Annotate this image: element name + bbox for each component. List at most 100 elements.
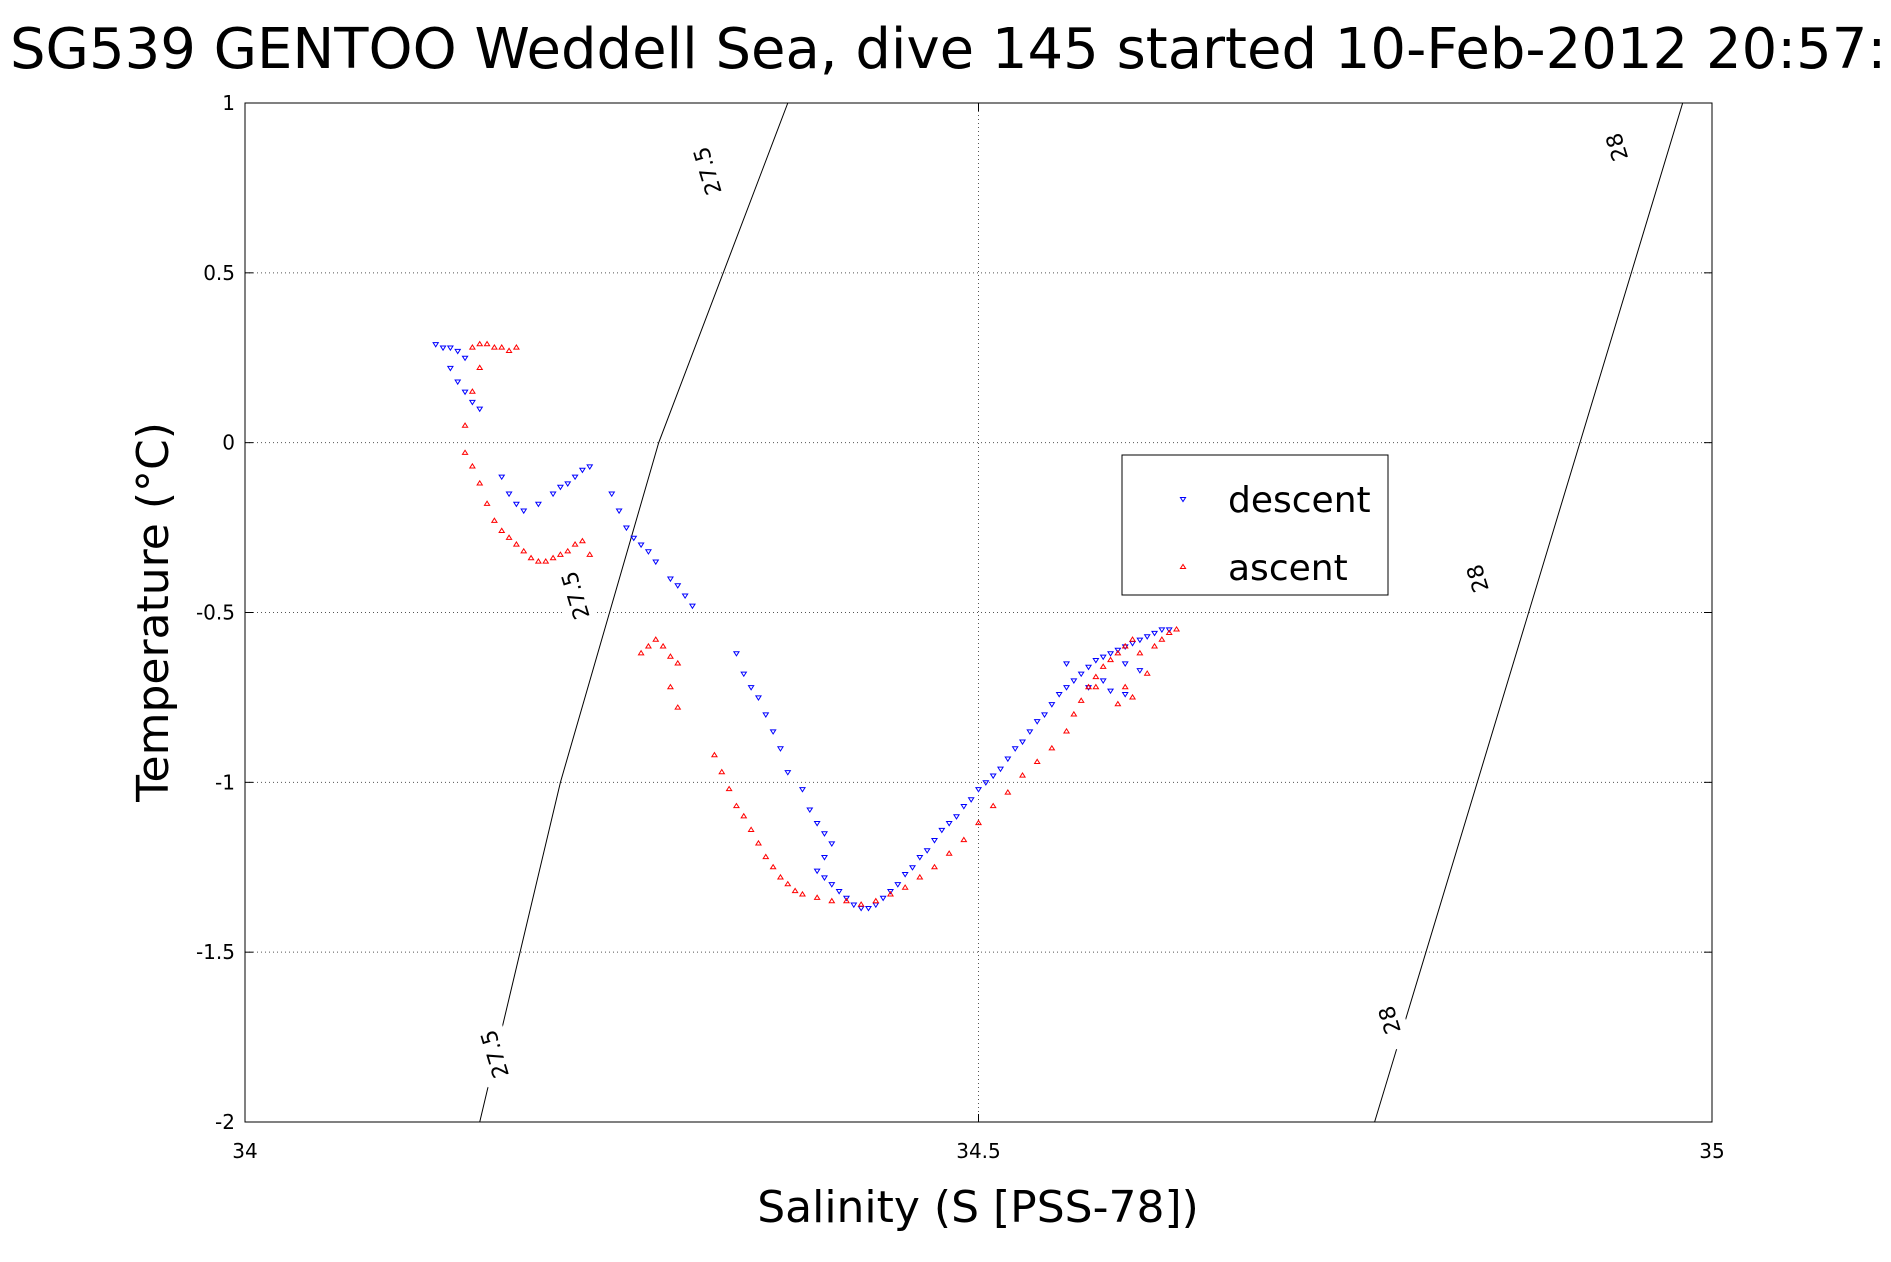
point-descent [1048, 702, 1056, 708]
point-descent [784, 770, 792, 776]
point-descent [820, 831, 828, 837]
legend-box [1121, 454, 1389, 596]
point-ascent [549, 554, 557, 561]
point-ascent [1099, 663, 1107, 669]
point-descent [1136, 668, 1144, 674]
point-ascent [578, 537, 586, 544]
point-descent [520, 508, 528, 515]
point-ascent [1048, 744, 1056, 751]
point-ascent [498, 344, 506, 350]
point-descent [857, 905, 865, 912]
point-ascent [718, 768, 726, 775]
point-descent [1085, 685, 1093, 691]
point-descent [1011, 746, 1019, 752]
x-tick-label: 35 [1699, 1139, 1724, 1163]
contour-label-bg [1365, 986, 1414, 1054]
point-descent [945, 821, 953, 827]
point-ascent [468, 344, 476, 350]
point-descent [1129, 641, 1137, 647]
point-ascent [505, 534, 513, 540]
point-descent [864, 905, 872, 912]
point-ascent [1114, 700, 1122, 707]
point-ascent [1063, 727, 1071, 734]
y-tick-label: -1.5 [196, 940, 235, 964]
point-ascent [1077, 697, 1085, 703]
point-ascent [556, 551, 564, 557]
point-ascent [498, 527, 506, 534]
y-tick-label: 0 [222, 431, 235, 455]
contour-label-bg [1453, 545, 1502, 612]
point-descent [886, 888, 894, 895]
point-descent [1107, 688, 1115, 695]
point-descent [637, 542, 645, 549]
point-descent [1099, 678, 1107, 684]
point-ascent [476, 340, 484, 347]
point-descent [1121, 661, 1129, 667]
point-descent [938, 827, 946, 834]
x-axis-label: Salinity (S [PSS-78]) [757, 1182, 1199, 1233]
y-tick-label: 0.5 [203, 261, 235, 285]
point-descent [813, 868, 821, 875]
point-descent [1077, 671, 1085, 678]
point-descent [556, 484, 564, 491]
y-tick-label: -1 [215, 770, 235, 794]
legend: descent ascent [1121, 454, 1389, 596]
point-descent [982, 780, 990, 786]
point-ascent [674, 704, 682, 710]
legend-marker-ascent [1179, 563, 1187, 570]
data-points [432, 340, 1181, 912]
point-descent [461, 389, 469, 396]
point-descent [732, 651, 740, 657]
point-descent [1063, 661, 1071, 667]
point-ascent [505, 347, 513, 354]
point-descent [806, 807, 814, 814]
x-tick-label: 34 [232, 1139, 257, 1163]
point-descent [989, 773, 997, 780]
point-descent [1092, 657, 1100, 664]
point-descent [1121, 691, 1129, 698]
point-ascent [666, 683, 674, 690]
point-ascent [784, 880, 792, 887]
point-descent [776, 746, 784, 752]
point-ascent [1107, 656, 1115, 663]
point-descent [1004, 756, 1012, 763]
point-ascent [740, 812, 748, 819]
point-ascent [637, 649, 645, 656]
point-descent [446, 345, 454, 352]
point-ascent [1165, 629, 1173, 635]
point-ascent [512, 344, 520, 350]
point-descent [608, 491, 616, 498]
point-ascent [945, 850, 953, 856]
point-descent [1026, 729, 1034, 735]
point-descent [564, 481, 572, 487]
point-ascent [666, 653, 674, 659]
axis-ticks: 34 34.5 35 -2 -1.5 -1 -0.5 0 0.5 1 [196, 91, 1725, 1163]
point-ascent [571, 541, 579, 547]
point-descent [967, 797, 975, 803]
point-ascent [520, 547, 528, 554]
point-ascent [1085, 683, 1093, 690]
point-ascent [512, 541, 520, 547]
point-descent [622, 525, 630, 532]
point-descent [498, 474, 506, 481]
y-tick-label: -2 [215, 1110, 235, 1134]
point-descent [454, 379, 462, 386]
point-ascent [483, 500, 491, 506]
point-ascent [798, 890, 806, 897]
point-ascent [652, 636, 660, 642]
point-descent [446, 365, 454, 372]
contour-line-28 [1374, 102, 1684, 1123]
point-ascent [1121, 683, 1129, 690]
point-descent [586, 464, 594, 470]
point-descent [571, 474, 579, 481]
point-ascent [542, 558, 550, 564]
point-descent [1019, 739, 1027, 746]
point-ascent [1092, 673, 1100, 680]
point-descent [798, 787, 806, 793]
point-ascent [989, 802, 997, 809]
point-ascent [1158, 636, 1166, 642]
point-ascent [1004, 788, 1012, 795]
point-descent [1114, 647, 1122, 654]
point-ascent [754, 839, 762, 846]
